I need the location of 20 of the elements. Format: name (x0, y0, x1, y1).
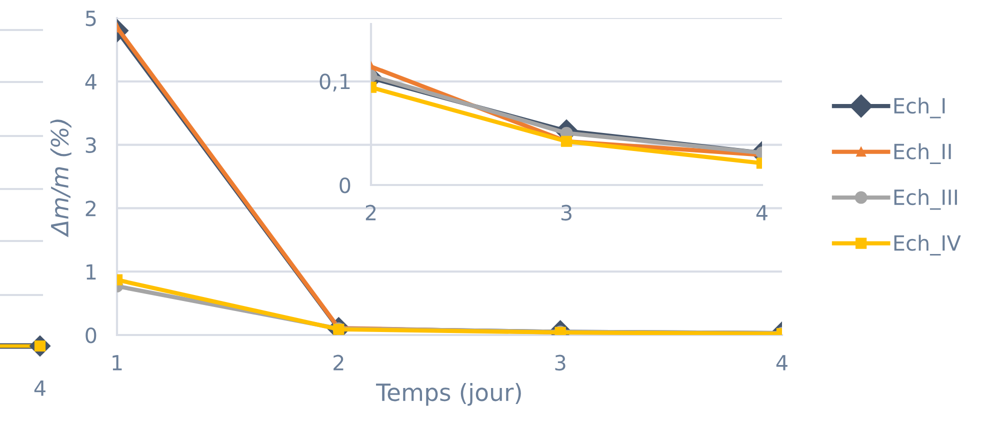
x-tick-label: 4 (776, 355, 788, 370)
y-tick-label: 3 (86, 137, 96, 154)
y-tick-label: 4 (85, 74, 96, 90)
x-tick-label: 4 (756, 205, 768, 220)
y-tick-label: 0 (86, 327, 96, 344)
y-tick-label: 5 (86, 10, 96, 26)
x-axis-title: Temps (jour) (376, 382, 521, 406)
text: 4 (34, 380, 46, 396)
x-tick-label: 1 (112, 355, 122, 370)
legend-label: Ech_II (894, 143, 951, 164)
y-tick-label: 0,1 (320, 74, 350, 92)
legend-label: Ech_III (894, 189, 957, 210)
legend-label: Ech_IV (894, 234, 961, 256)
x-tick-label: 3 (561, 204, 572, 221)
x-tick-label: 2 (366, 204, 376, 220)
y-tick-label: 1 (86, 264, 96, 280)
legend-label: Ech_I (894, 98, 945, 118)
x-tick-label: 3 (555, 354, 566, 371)
y-tick-label: 0 (340, 177, 350, 194)
y-axis-title: Δm/m (%) (50, 120, 72, 238)
